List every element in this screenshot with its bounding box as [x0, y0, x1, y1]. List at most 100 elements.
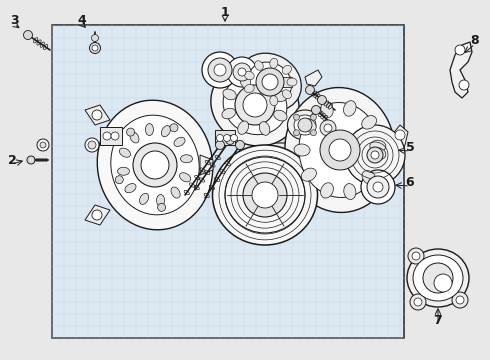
Circle shape: [371, 151, 379, 159]
Circle shape: [225, 135, 235, 144]
Ellipse shape: [255, 61, 263, 70]
Ellipse shape: [255, 94, 263, 103]
Circle shape: [24, 31, 32, 40]
Circle shape: [227, 57, 257, 87]
Ellipse shape: [130, 132, 139, 143]
Circle shape: [318, 95, 326, 104]
Ellipse shape: [245, 71, 254, 80]
Circle shape: [320, 130, 360, 170]
Ellipse shape: [320, 183, 333, 198]
Circle shape: [459, 80, 469, 90]
Circle shape: [329, 139, 351, 161]
Circle shape: [243, 93, 267, 117]
Circle shape: [456, 296, 464, 304]
Ellipse shape: [285, 87, 395, 212]
Circle shape: [298, 118, 312, 132]
Ellipse shape: [288, 110, 322, 140]
Polygon shape: [85, 105, 110, 125]
Ellipse shape: [146, 123, 153, 136]
Circle shape: [294, 114, 299, 120]
Circle shape: [85, 138, 99, 152]
Ellipse shape: [413, 255, 463, 301]
Ellipse shape: [171, 187, 180, 198]
Circle shape: [315, 115, 341, 141]
Circle shape: [90, 42, 100, 54]
Circle shape: [236, 140, 245, 149]
Ellipse shape: [294, 144, 310, 156]
Ellipse shape: [238, 121, 248, 134]
Ellipse shape: [299, 103, 381, 197]
Ellipse shape: [370, 140, 386, 152]
Ellipse shape: [282, 90, 292, 99]
Text: 4: 4: [77, 14, 86, 27]
Circle shape: [27, 156, 35, 164]
Circle shape: [412, 252, 420, 260]
Circle shape: [452, 292, 468, 308]
Circle shape: [37, 139, 49, 151]
Ellipse shape: [282, 66, 292, 74]
Ellipse shape: [343, 101, 356, 116]
Ellipse shape: [301, 168, 317, 181]
Ellipse shape: [179, 173, 191, 182]
Ellipse shape: [180, 155, 193, 163]
Ellipse shape: [213, 145, 318, 245]
Ellipse shape: [302, 118, 316, 132]
Circle shape: [238, 68, 246, 76]
Circle shape: [214, 64, 226, 76]
Ellipse shape: [111, 115, 199, 215]
Circle shape: [311, 114, 317, 120]
Ellipse shape: [240, 75, 251, 88]
Circle shape: [133, 143, 177, 187]
Circle shape: [311, 130, 317, 136]
Circle shape: [103, 132, 111, 140]
Ellipse shape: [407, 249, 469, 307]
Circle shape: [262, 74, 278, 90]
Circle shape: [373, 182, 383, 192]
Circle shape: [345, 125, 405, 185]
Ellipse shape: [125, 184, 136, 193]
Ellipse shape: [294, 115, 316, 135]
Ellipse shape: [174, 137, 185, 147]
Bar: [100, 127, 122, 145]
Text: 3: 3: [10, 14, 18, 27]
Text: 1: 1: [220, 5, 229, 18]
Text: 7: 7: [434, 314, 442, 327]
Circle shape: [361, 170, 395, 204]
Circle shape: [233, 63, 251, 81]
Circle shape: [170, 124, 178, 132]
Ellipse shape: [274, 110, 287, 121]
Ellipse shape: [270, 96, 278, 106]
Ellipse shape: [262, 76, 272, 89]
Ellipse shape: [222, 108, 236, 119]
Text: 2: 2: [8, 153, 16, 166]
Ellipse shape: [223, 75, 287, 135]
Circle shape: [230, 135, 238, 141]
Ellipse shape: [245, 84, 254, 93]
Circle shape: [92, 35, 98, 41]
Bar: [215, 130, 235, 145]
Ellipse shape: [287, 78, 297, 86]
Text: 6: 6: [406, 176, 415, 189]
Circle shape: [305, 86, 315, 95]
Ellipse shape: [270, 58, 278, 68]
Circle shape: [410, 294, 426, 310]
Polygon shape: [450, 42, 472, 98]
Circle shape: [126, 128, 135, 136]
Text: 8: 8: [471, 33, 479, 46]
Ellipse shape: [97, 100, 213, 230]
Circle shape: [208, 58, 232, 82]
Circle shape: [92, 110, 102, 120]
Circle shape: [202, 52, 238, 88]
Ellipse shape: [140, 193, 148, 204]
Ellipse shape: [120, 148, 130, 157]
Circle shape: [434, 274, 452, 292]
Circle shape: [111, 132, 119, 140]
Circle shape: [324, 124, 332, 132]
Polygon shape: [235, 143, 295, 157]
Circle shape: [223, 135, 230, 141]
Ellipse shape: [259, 122, 270, 135]
Circle shape: [312, 105, 320, 114]
Circle shape: [408, 248, 424, 264]
Circle shape: [92, 210, 102, 220]
Circle shape: [216, 140, 224, 149]
